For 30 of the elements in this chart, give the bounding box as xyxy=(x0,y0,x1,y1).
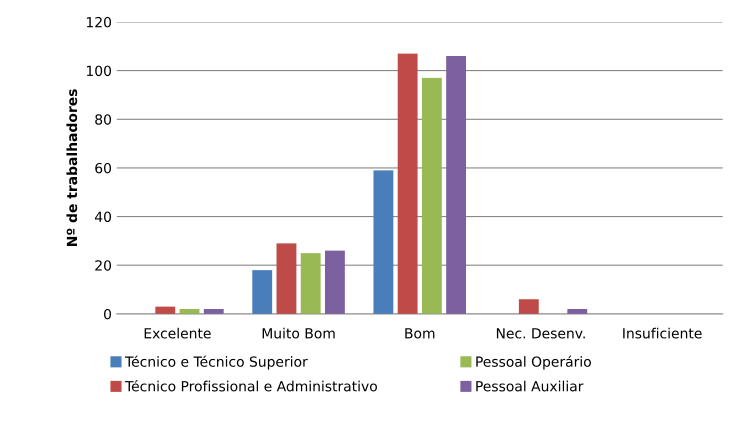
x-tick-label: Nec. Desenv. xyxy=(496,328,585,339)
x-tick-label: Muito Bom xyxy=(262,328,335,339)
bar xyxy=(373,170,394,314)
bar xyxy=(204,309,224,314)
bar xyxy=(300,253,321,314)
x-tick-label: Excelente xyxy=(144,328,211,339)
x-tick-label: Insuficiente xyxy=(623,328,702,339)
legend-label: Técnico Profissional e Administrativo xyxy=(124,380,377,392)
y-tick-label: 40 xyxy=(94,212,112,222)
bar xyxy=(567,309,588,314)
y-tick-label: 60 xyxy=(95,162,112,174)
bar xyxy=(422,78,442,314)
bar xyxy=(324,250,345,314)
legend-label: Pessoal Auxiliar xyxy=(476,380,584,392)
bar xyxy=(276,243,296,314)
bar xyxy=(398,54,418,314)
y-tick-label: 100 xyxy=(86,66,112,76)
bar xyxy=(446,56,466,314)
bar xyxy=(518,299,539,314)
y-axis-title: Nº de trabalhadores xyxy=(66,89,78,246)
bar xyxy=(252,270,272,314)
y-tick-label: 120 xyxy=(86,16,112,28)
bar xyxy=(155,306,176,314)
x-tick-label: Bom xyxy=(405,328,434,339)
bar xyxy=(180,309,200,314)
legend-label: Pessoal Operário xyxy=(476,356,591,370)
y-tick-label: 80 xyxy=(95,114,112,125)
legend-label: Técnico e Técnico Superior xyxy=(124,356,308,370)
y-tick-label: 0 xyxy=(104,308,112,320)
y-tick-label: 20 xyxy=(95,260,112,271)
